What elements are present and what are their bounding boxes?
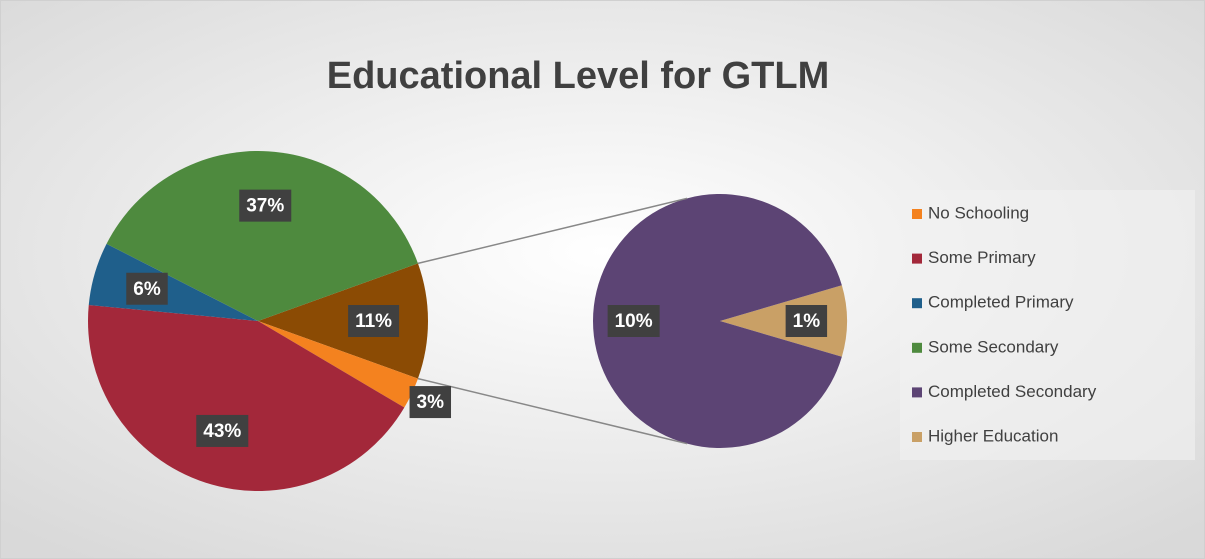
legend-label: Completed Secondary bbox=[928, 382, 1097, 401]
data-label: 6% bbox=[133, 279, 161, 300]
data-label-box bbox=[785, 305, 828, 337]
connector-line bbox=[417, 197, 688, 265]
pie-slice bbox=[88, 305, 405, 491]
data-label: 37% bbox=[246, 196, 284, 217]
data-label-box bbox=[239, 189, 292, 222]
legend-label: No Schooling bbox=[928, 203, 1029, 222]
data-label-box bbox=[607, 305, 660, 337]
legend-swatch bbox=[912, 209, 922, 219]
connector-line bbox=[417, 377, 688, 445]
legend-box bbox=[900, 190, 1195, 460]
data-label-box bbox=[126, 272, 168, 305]
pie-slice bbox=[258, 321, 418, 408]
data-label: 10% bbox=[615, 311, 653, 332]
data-label-box bbox=[348, 305, 400, 337]
pie-slice bbox=[593, 193, 842, 449]
chart-title: Educational Level for GTLM bbox=[327, 55, 830, 97]
legend-swatch bbox=[912, 342, 922, 353]
pie-slice bbox=[106, 151, 418, 321]
data-label: 3% bbox=[417, 392, 445, 413]
data-label-box bbox=[196, 414, 249, 447]
legend-swatch bbox=[912, 432, 922, 442]
data-label-box bbox=[409, 386, 452, 419]
pie-slice bbox=[258, 263, 429, 379]
legend-label: Higher Education bbox=[928, 426, 1058, 445]
legend-swatch bbox=[912, 387, 922, 398]
data-label: 11% bbox=[355, 311, 392, 332]
legend-swatch bbox=[912, 298, 922, 309]
legend-swatch bbox=[912, 253, 922, 264]
data-label: 43% bbox=[203, 421, 241, 442]
legend-label: Completed Primary bbox=[928, 293, 1074, 312]
legend-label: Some Primary bbox=[928, 248, 1036, 267]
pie-slice bbox=[720, 285, 847, 357]
data-label: 1% bbox=[793, 311, 821, 332]
legend-label: Some Secondary bbox=[928, 337, 1059, 356]
